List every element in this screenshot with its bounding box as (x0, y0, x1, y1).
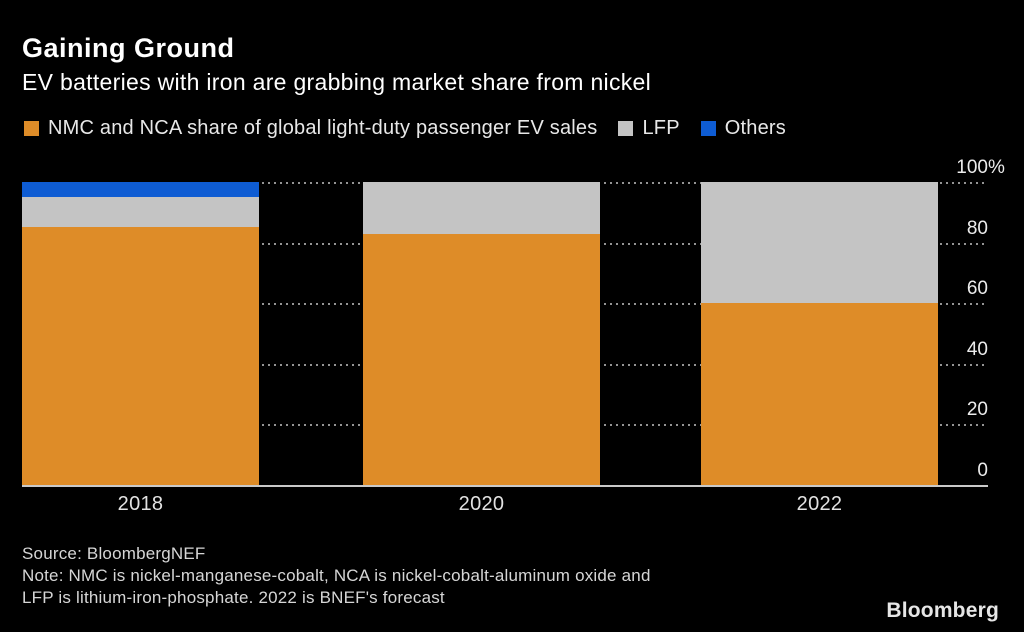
y-tick-label-60: 60 (966, 278, 988, 300)
bar-segment-2018-lfp (22, 197, 259, 228)
lfp-swatch-icon (618, 121, 634, 136)
others-swatch-icon (700, 121, 716, 136)
y-tick-label-20: 20 (966, 399, 988, 421)
legend: NMC and NCA share of global light-duty p… (24, 117, 786, 140)
y-tick-label-80: 80 (966, 217, 988, 239)
legend-label-others: Others (724, 117, 786, 139)
stacked-bar-2022 (701, 182, 938, 485)
legend-label-nmc-nca: NMC and NCA share of global light-duty p… (48, 117, 598, 139)
y-tick-label-100: 100% (956, 157, 1005, 178)
bar-segment-2022-nmc-nca (701, 303, 938, 485)
x-tick-label-2020: 2020 (458, 493, 505, 515)
x-axis-baseline (22, 485, 988, 487)
y-axis-unit: % (988, 157, 1005, 178)
bar-segment-2020-nmc-nca (363, 233, 600, 485)
footer: Source: BloombergNEF Note: NMC is nickel… (22, 543, 651, 609)
legend-label-lfp: LFP (642, 117, 680, 139)
bar-segment-2020-lfp (363, 182, 600, 234)
legend-item-others: Others (700, 117, 786, 140)
bar-segment-2018-nmc-nca (22, 227, 259, 485)
legend-item-nmc-nca: NMC and NCA share of global light-duty p… (24, 117, 597, 140)
y-tick-label-40: 40 (966, 338, 988, 360)
stacked-bar-2018 (22, 182, 259, 485)
legend-item-lfp: LFP (618, 117, 680, 140)
plot-area: 0 20 40 60 80 100% 2018 2020 2022 (22, 157, 1005, 514)
chart-title: Gaining Ground (22, 33, 235, 63)
note-line-2: LFP is lithium-iron-phosphate. 2022 is B… (22, 588, 445, 607)
stacked-bar-2020 (363, 182, 600, 485)
x-tick-label-2018: 2018 (117, 493, 164, 515)
y-tick-label-0: 0 (977, 460, 988, 481)
note-line-1: Note: NMC is nickel-manganese-cobalt, NC… (22, 566, 651, 585)
chart-subtitle: EV batteries with iron are grabbing mark… (22, 69, 652, 95)
x-tick-label-2022: 2022 (796, 493, 843, 515)
bar-segment-2022-lfp (701, 182, 938, 304)
source-text: Source: BloombergNEF (22, 544, 206, 563)
bar-segment-2018-others (22, 182, 259, 198)
nmc-nca-swatch-icon (24, 121, 39, 136)
bloomberg-logo: Bloomberg (886, 599, 999, 622)
